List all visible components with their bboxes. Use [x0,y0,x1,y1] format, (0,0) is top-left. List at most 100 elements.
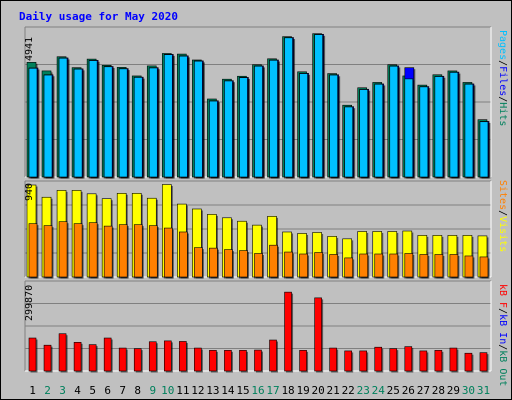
sites-bar-18 [284,251,293,278]
sites-bar-2 [43,225,53,278]
x-tick-label-day-4: 4 [74,384,81,397]
kbf-bar-10 [163,340,172,372]
pages-bar-19 [299,73,308,178]
x-tick-label-day-9: 9 [149,384,156,397]
sites-bar-27 [419,254,429,278]
legend-sites: Sites [497,180,508,211]
x-tick-label-day-1: 1 [29,384,36,397]
pages-bar-22 [344,106,353,178]
sites-bar-5 [88,222,98,278]
pages-bar-21 [329,74,338,178]
pages-bar-17 [269,59,278,178]
x-tick-label-day-14: 14 [221,384,235,397]
sites-bar-1 [28,223,38,278]
kbf-bar-31 [479,352,488,372]
sites-bar-6 [103,225,113,278]
legend-pages: Pages [497,30,508,61]
pages-bar-15 [239,77,248,178]
pages-bar-2 [43,74,53,178]
pages-bar-9 [148,67,158,178]
pages-bar-31 [479,121,489,178]
middle-legend: Sites/Visits [497,180,508,252]
sites-bar-14 [224,249,233,278]
legend-kb-out: kB Out [497,350,508,387]
x-tick-label-day-28: 28 [432,384,445,397]
kbf-bar-19 [299,350,307,372]
x-tick-label-day-16: 16 [251,384,264,397]
x-tick-label-day-21: 21 [327,384,340,397]
x-tick-label-day-15: 15 [236,384,249,397]
pages-bar-11 [179,55,188,178]
kbf-bar-29 [449,347,458,372]
pages-bar-18 [284,37,293,178]
x-tick-label-day-17: 17 [266,384,279,397]
sites-bar-12 [194,247,203,278]
sites-bar-28 [434,254,444,278]
sites-bar-29 [449,254,459,278]
pages-bar-14 [224,80,233,178]
x-tick-label-day-11: 11 [176,384,189,397]
pages-bar-4 [73,68,83,178]
legend-visits: Visits [497,216,508,253]
kbf-bar-27 [419,350,428,372]
kbf-bar-13 [209,350,217,372]
kbf-bar-18 [284,291,292,372]
pages-bar-25 [389,65,399,178]
sites-bar-31 [479,256,489,278]
top-panel-max-label: 4941 [24,36,35,61]
kbf-bar-9 [148,341,157,372]
bottom-legend: kB F/kB In/kB Out [497,284,508,386]
sites-bar-21 [329,254,338,278]
x-tick-label-day-18: 18 [281,384,294,397]
x-tick-label-day-8: 8 [134,384,141,397]
kbf-bar-14 [224,350,232,372]
sites-bar-10 [163,227,173,278]
x-tick-label-day-10: 10 [161,384,174,397]
kbf-bar-15 [239,350,247,372]
bottom-panel-max-label: 299870 [24,284,35,321]
kbf-bar-12 [194,347,202,372]
kbf-bar-22 [344,350,352,372]
kbf-bar-16 [254,349,262,372]
sites-bar-15 [239,250,248,278]
sites-bar-26 [404,253,414,278]
pages-bar-1 [28,67,38,178]
kbf-bar-28 [434,350,443,372]
pages-bar-26 [404,78,414,178]
kbf-bar-26 [404,346,413,372]
legend-files: Files [497,66,508,97]
x-tick-label-day-6: 6 [104,384,111,397]
sites-bar-16 [254,253,263,278]
pages-bar-7 [118,68,128,178]
x-tick-label-day-5: 5 [89,384,96,397]
kbf-bar-1 [28,337,37,372]
x-tick-label-day-23: 23 [357,384,370,397]
pages-bar-8 [133,77,143,178]
kbf-bar-20 [314,297,322,372]
sites-bar-23 [359,253,369,278]
x-tick-label-day-13: 13 [206,384,219,397]
pages-bar-27 [419,86,429,178]
x-tick-label-day-7: 7 [119,384,126,397]
pages-bar-16 [254,65,263,178]
legend-kb-f: kB F [497,284,508,309]
pages-bar-23 [359,89,369,178]
pages-bar-3 [58,57,68,178]
pages-bar-28 [434,76,444,178]
kbf-bar-21 [329,347,337,372]
sites-bar-22 [344,257,353,278]
x-tick-label-day-12: 12 [191,384,204,397]
x-tick-label-day-20: 20 [312,384,325,397]
pages-bar-29 [449,72,459,178]
kbf-bar-11 [179,341,187,372]
sites-bar-8 [133,224,143,278]
kbf-bar-5 [88,344,97,372]
kbf-bar-2 [43,344,52,372]
pages-bar-5 [88,60,98,178]
middle-panel-max-label: 940 [24,182,35,201]
sites-bar-30 [464,255,474,278]
pages-bar-24 [374,83,384,178]
kbf-bar-6 [103,337,112,372]
